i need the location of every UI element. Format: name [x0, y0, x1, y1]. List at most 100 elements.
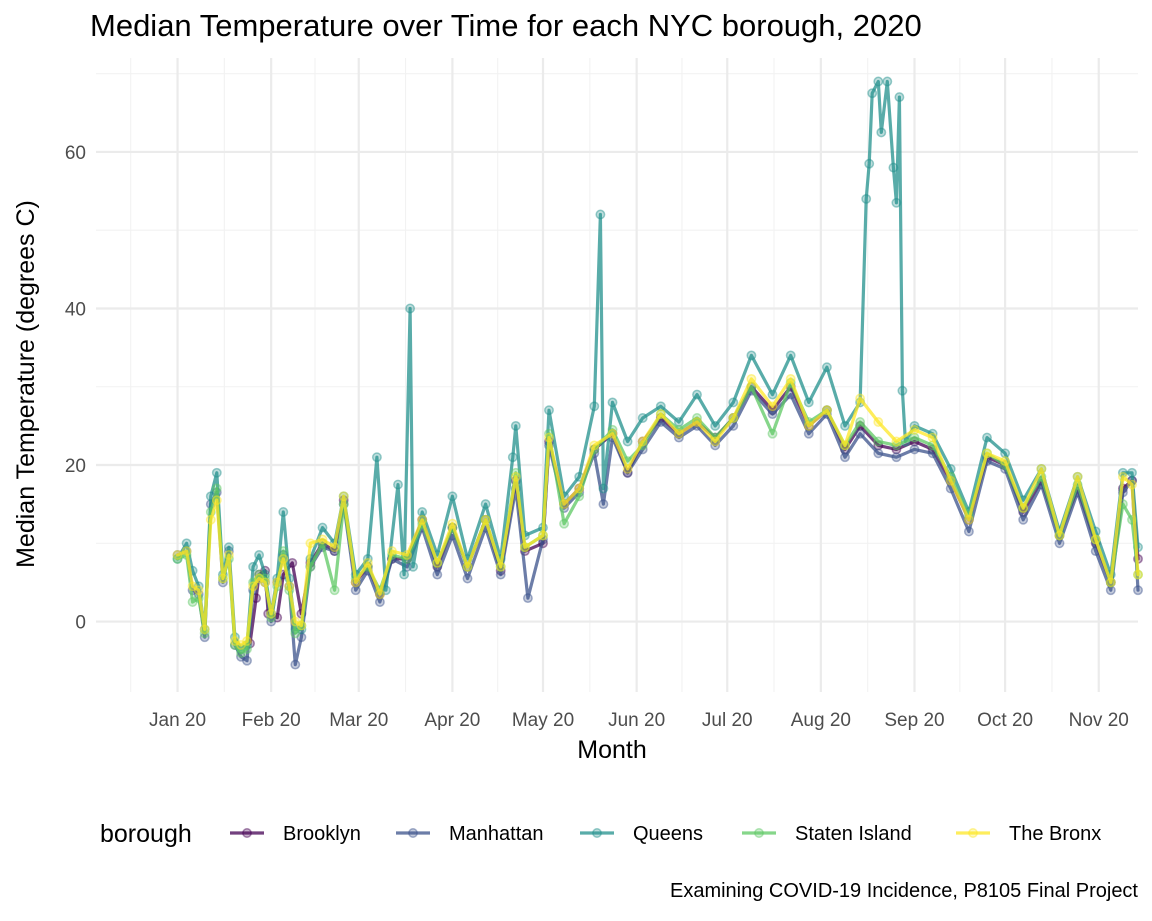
data-point-the-bronx	[873, 417, 884, 427]
data-point-the-bronx	[338, 491, 349, 502]
data-point-the-bronx	[945, 475, 956, 486]
data-point-queens	[447, 491, 458, 502]
data-point-manhattan	[1054, 538, 1065, 549]
x-tick-label: Mar 20	[329, 710, 388, 731]
data-point-manhattan	[963, 526, 974, 537]
data-point-the-bronx	[417, 514, 428, 525]
x-axis-ticks: Jan 20 Feb 20 Mar 20 Apr 20 May 20 Jun 20 Jul …	[149, 710, 1129, 731]
data-point-manhattan	[374, 597, 385, 607]
data-point-the-bronx	[1117, 471, 1128, 482]
data-point-the-bronx	[305, 538, 316, 549]
data-point-the-bronx	[462, 561, 473, 572]
data-point-the-bronx	[559, 499, 570, 510]
data-point-the-bronx	[374, 589, 385, 600]
data-point-queens	[891, 197, 902, 208]
data-point-the-bronx	[589, 440, 600, 451]
x-tick-label: Feb 20	[242, 710, 301, 731]
legend-title: borough	[100, 820, 192, 848]
data-point-manhattan	[803, 428, 814, 439]
data-point-the-bronx	[317, 534, 328, 545]
data-point-queens	[1127, 467, 1137, 478]
data-point-queens	[864, 158, 875, 169]
legend-key-point-manhattan	[408, 828, 418, 838]
data-point-staten-island	[236, 647, 246, 658]
data-point-manhattan	[855, 428, 866, 439]
grid-major	[96, 58, 1138, 692]
data-point-the-bronx	[242, 636, 252, 647]
data-point-the-bronx	[432, 557, 443, 568]
data-point-the-bronx	[1090, 534, 1101, 545]
data-point-the-bronx	[480, 514, 491, 525]
y-tick-label: 60	[65, 143, 86, 164]
data-point-queens	[894, 92, 905, 103]
data-point-the-bronx	[1018, 503, 1029, 514]
data-point-staten-island	[242, 644, 252, 654]
series-the-bronx	[172, 373, 1143, 650]
data-point-queens	[982, 432, 992, 443]
data-point-the-bronx	[803, 420, 814, 431]
data-point-manhattan	[891, 452, 902, 463]
data-point-the-bronx	[673, 428, 684, 439]
data-point-staten-island	[211, 483, 222, 494]
legend: borough Brooklyn Manhattan Queens Staten Is…	[100, 820, 1101, 848]
x-tick-label: Apr 20	[424, 710, 480, 731]
data-point-queens	[607, 397, 618, 408]
legend-label-staten-island: Staten Island	[795, 823, 912, 845]
data-point-queens	[417, 507, 428, 517]
legend-label-queens: Queens	[633, 823, 703, 845]
data-point-the-bronx	[172, 550, 183, 560]
data-point-the-bronx	[785, 373, 796, 384]
data-point-the-bronx	[655, 409, 666, 420]
data-point-the-bronx	[840, 440, 850, 451]
data-point-the-bronx	[510, 471, 521, 482]
y-axis-ticks: 0 20 40 60	[65, 143, 86, 634]
y-tick-label: 40	[65, 299, 86, 320]
data-point-the-bronx	[350, 577, 361, 588]
legend-key-point-the-bronx	[968, 828, 978, 838]
data-point-staten-island	[329, 585, 340, 596]
data-point-the-bronx	[574, 483, 585, 494]
data-point-manhattan	[873, 448, 884, 459]
data-point-manhattan	[909, 444, 920, 455]
x-tick-label: Jun 20	[608, 710, 665, 731]
data-point-the-bronx	[607, 428, 618, 439]
data-point-the-bronx	[193, 585, 204, 596]
data-point-the-bronx	[402, 550, 413, 560]
data-point-staten-island	[767, 428, 778, 439]
data-point-the-bronx	[248, 581, 259, 592]
data-point-the-bronx	[746, 373, 757, 384]
data-point-manhattan	[1105, 585, 1116, 596]
data-point-queens	[692, 389, 702, 400]
data-point-queens	[408, 561, 419, 572]
data-point-queens	[746, 350, 757, 361]
data-point-the-bronx	[1000, 456, 1011, 467]
data-point-queens	[637, 413, 648, 423]
y-axis-title: Median Temperature (degrees C)	[12, 200, 40, 568]
data-point-queens	[876, 127, 887, 138]
data-point-the-bronx	[519, 542, 530, 553]
data-point-the-bronx	[891, 436, 902, 447]
data-point-manhattan	[598, 499, 609, 510]
data-point-the-bronx	[1054, 530, 1065, 541]
legend-key-point-staten-island	[754, 828, 764, 838]
data-point-manhattan	[840, 452, 850, 463]
data-point-the-bronx	[266, 608, 277, 619]
legend-label-manhattan: Manhattan	[449, 823, 544, 845]
series-layer	[172, 76, 1143, 670]
data-point-queens	[861, 193, 872, 204]
data-point-manhattan	[296, 632, 307, 643]
data-point-queens	[803, 397, 814, 408]
x-tick-label: May 20	[512, 710, 574, 731]
data-point-queens	[399, 569, 410, 580]
data-point-the-bronx	[217, 573, 228, 584]
data-point-the-bronx	[284, 581, 295, 592]
data-point-the-bronx	[544, 432, 554, 443]
x-axis-title: Month	[577, 736, 646, 764]
chart-title: Median Temperature over Time for each NY…	[90, 8, 922, 43]
data-point-manhattan	[767, 409, 778, 420]
data-point-staten-island	[187, 597, 198, 607]
data-point-the-bronx	[622, 463, 633, 474]
data-point-the-bronx	[1072, 471, 1083, 482]
data-point-staten-island	[278, 546, 289, 557]
